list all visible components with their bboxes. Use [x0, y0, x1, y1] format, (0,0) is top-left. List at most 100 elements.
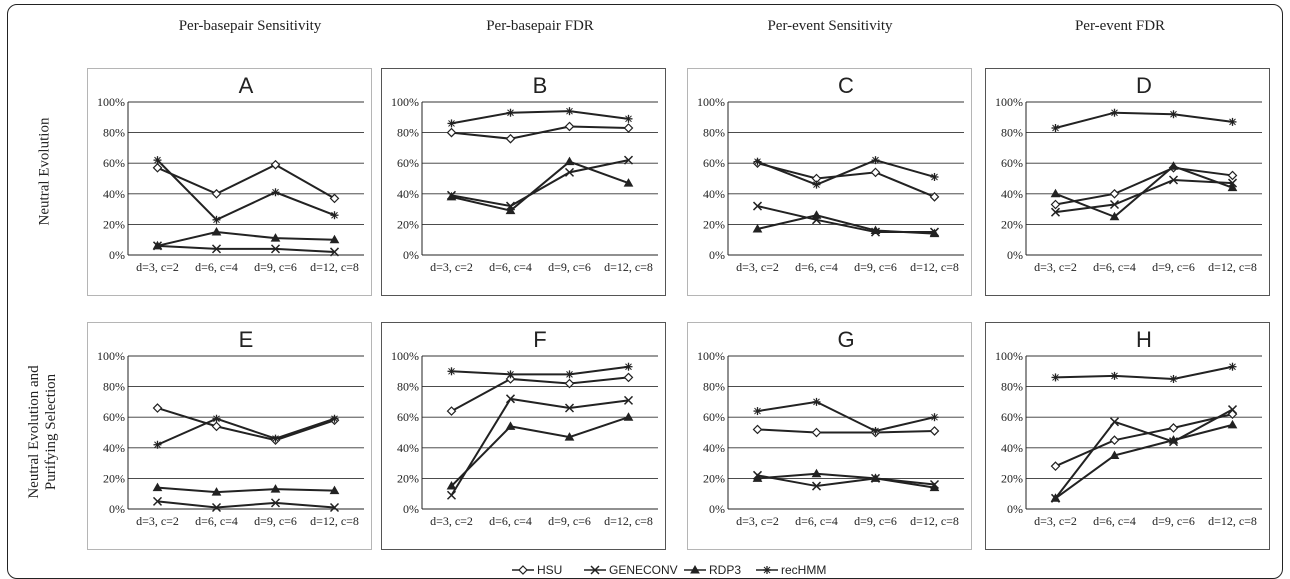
series-rdp3: [152, 482, 340, 496]
y-tick-label: 0%: [1007, 248, 1023, 262]
legend-svg: HSU GENECONV RDP3 recHMM: [512, 563, 826, 577]
series-line-geneconv: [757, 474, 935, 488]
y-tick-label: 100%: [97, 95, 125, 109]
data-point-rdp3: [1050, 188, 1061, 198]
y-tick-label: 100%: [391, 349, 419, 363]
series-line-hsu: [451, 125, 629, 140]
series-line-geneconv: [1054, 408, 1233, 499]
data-point-rdp3: [1168, 435, 1179, 444]
series-rechmm: [153, 156, 339, 224]
data-point-geneconv: [211, 502, 222, 513]
series-line-rechmm: [157, 417, 335, 446]
series-rdp3: [446, 156, 634, 215]
data-point-rechmm: [271, 434, 280, 443]
chart-panel-d: D 0% 20% 40% 60% 80% 100% d=3, c=2 d=6, c=4 d=9, …: [985, 68, 1270, 296]
y-tick-label: 0%: [709, 248, 725, 262]
y-tick-label: 80%: [397, 380, 419, 394]
x-tick-label: d=9, c=6: [854, 514, 897, 528]
data-point-hsu: [564, 378, 575, 389]
panel-letter-d: D: [1136, 73, 1152, 98]
column-title-pb-fdr: Per-basepair FDR: [486, 18, 594, 34]
data-point-geneconv: [329, 247, 340, 257]
series-hsu: [152, 403, 340, 445]
data-point-rdp3: [623, 412, 634, 421]
y-tick-label: 60%: [103, 410, 125, 424]
series-rechmm: [447, 107, 633, 128]
y-tick-label: 40%: [103, 187, 125, 201]
data-point-rechmm: [930, 172, 939, 181]
x-tick-label: d=6, c=4: [1093, 514, 1136, 528]
series-hsu: [752, 424, 940, 438]
data-point-rdp3: [870, 225, 881, 235]
data-point-rechmm: [447, 119, 456, 128]
series-hsu: [446, 121, 634, 144]
x-tick-label: d=12, c=8: [1208, 514, 1257, 528]
data-point-rechmm: [930, 413, 939, 422]
data-point-hsu: [623, 123, 634, 133]
series-rdp3: [1050, 419, 1238, 502]
y-tick-label: 0%: [709, 502, 725, 516]
y-tick-label: 60%: [703, 156, 725, 170]
series-rdp3: [446, 412, 634, 490]
series-line-rdp3: [450, 416, 629, 487]
data-point-rechmm: [624, 362, 633, 371]
data-point-rechmm: [871, 156, 880, 165]
data-point-hsu: [752, 424, 763, 435]
chart-svg-b: B 0% 20% 40% 60% 80% 100% d=3, c=2 d=6, c=4 d=9, …: [391, 73, 658, 274]
data-point-geneconv: [1050, 207, 1061, 217]
x-tick-label: d=6, c=4: [195, 260, 238, 274]
y-tick-label: 20%: [703, 471, 725, 485]
series-line-rechmm: [451, 110, 629, 125]
data-point-rdp3: [929, 228, 940, 238]
chart-svg-e: E 0% 20% 40% 60% 80% 100% d=3, c=2 d=6, c=4 d=9, …: [97, 327, 364, 528]
data-point-rechmm: [753, 407, 762, 416]
row-label-neutral-evolution: Neutral Evolution: [36, 117, 53, 226]
x-tick-label: d=12, c=8: [910, 260, 959, 274]
data-point-geneconv: [329, 502, 340, 513]
series-geneconv: [152, 496, 340, 513]
y-tick-label: 40%: [103, 441, 125, 455]
series-hsu: [152, 159, 340, 204]
data-point-hsu: [446, 127, 457, 138]
data-point-rechmm: [330, 211, 339, 220]
data-point-geneconv: [1168, 175, 1179, 185]
series-line-geneconv: [451, 159, 629, 208]
y-tick-label: 60%: [1001, 156, 1023, 170]
x-tick-label: d=9, c=6: [254, 260, 297, 274]
data-point-rdp3: [152, 482, 163, 492]
data-point-geneconv: [446, 490, 457, 500]
data-point-rechmm: [1228, 117, 1237, 126]
data-point-geneconv: [564, 167, 575, 177]
y-tick-label: 40%: [703, 441, 725, 455]
series-rdp3: [1050, 161, 1238, 221]
series-line-hsu: [157, 163, 335, 200]
series-line-hsu: [1055, 413, 1233, 468]
series-line-hsu: [757, 428, 935, 434]
data-point-geneconv: [564, 403, 575, 413]
data-point-hsu: [152, 403, 163, 413]
series-geneconv: [152, 241, 340, 257]
data-point-rechmm: [1110, 371, 1119, 380]
x-tick-label: d=9, c=6: [1152, 260, 1195, 274]
y-tick-label: 80%: [397, 126, 419, 140]
data-point-hsu: [623, 372, 634, 383]
data-point-rechmm: [447, 367, 456, 376]
y-tick-label: 40%: [703, 187, 725, 201]
x-tick-label: d=9, c=6: [548, 260, 591, 274]
panel-letter-b: B: [533, 73, 548, 98]
data-point-geneconv: [811, 481, 822, 491]
x-tick-label: d=3, c=2: [1034, 260, 1077, 274]
series-line-geneconv: [450, 397, 629, 496]
data-point-rdp3: [870, 473, 881, 482]
legend-item-rechmm: recHMM: [756, 563, 826, 577]
x-tick-label: d=12, c=8: [310, 514, 359, 528]
x-tick-label: d=3, c=2: [736, 260, 779, 274]
y-tick-label: 80%: [1001, 126, 1023, 140]
legend-item-geneconv: GENECONV: [584, 563, 678, 577]
series-line-rechmm: [451, 365, 629, 376]
data-point-rdp3: [1109, 450, 1120, 459]
data-point-rechmm: [212, 414, 221, 423]
data-point-rechmm: [871, 426, 880, 435]
series-line-rechmm: [1055, 365, 1233, 380]
y-tick-label: 40%: [397, 187, 419, 201]
